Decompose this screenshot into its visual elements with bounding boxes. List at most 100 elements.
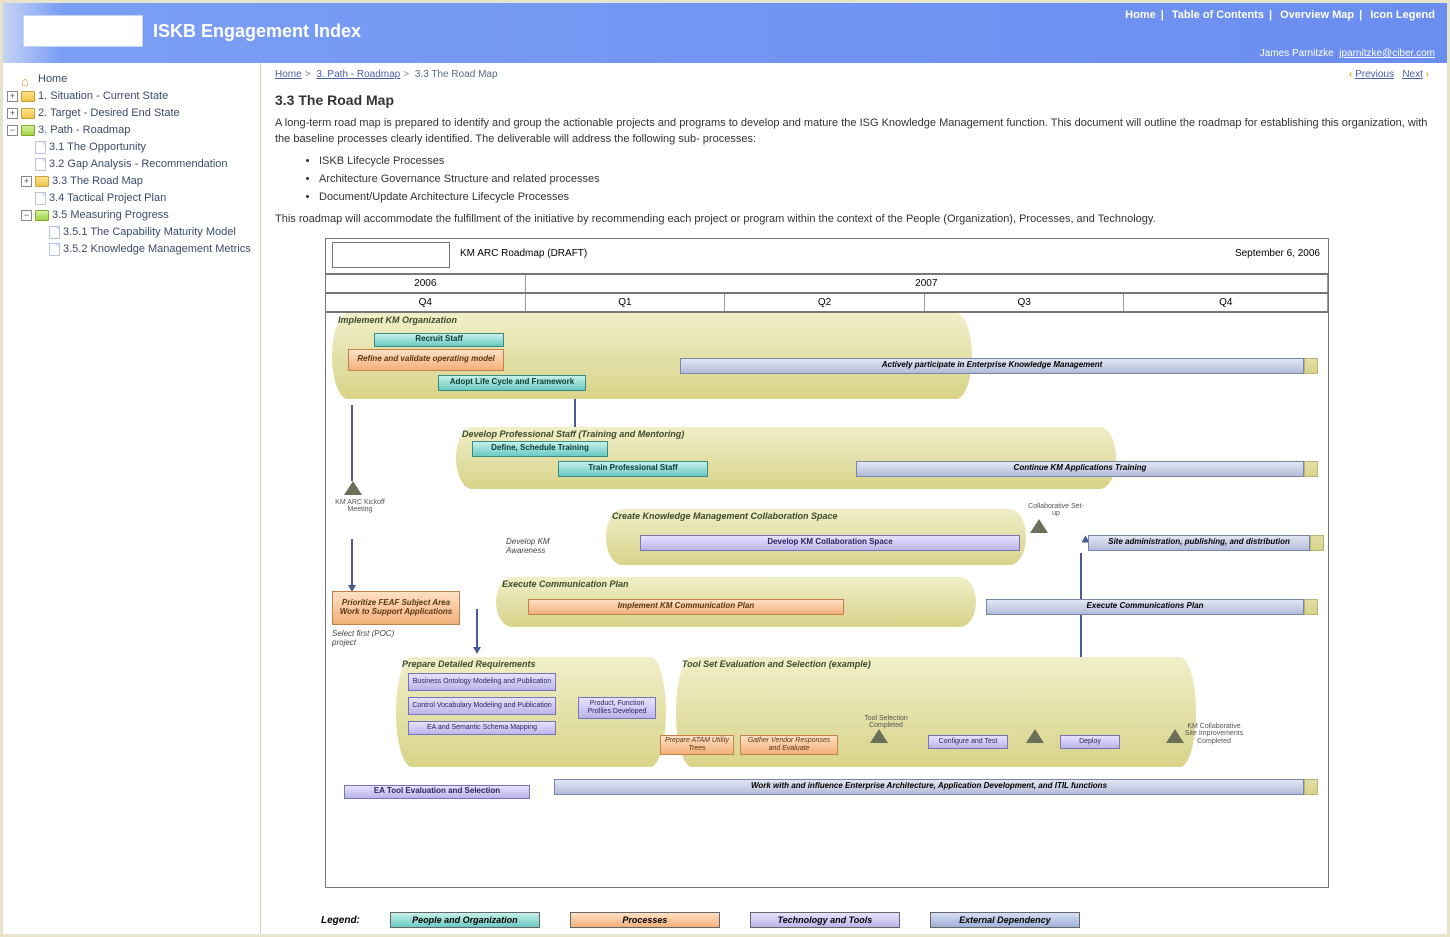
legend-chip-processes: Processes xyxy=(570,912,720,928)
swimlane-title: Execute Communication Plan xyxy=(502,579,629,589)
swimlane-title: Tool Set Evaluation and Selection (examp… xyxy=(682,659,871,669)
breadcrumb: Home> 3. Path - Roadmap> 3.3 The Road Ma… xyxy=(275,69,1433,80)
roadmap-task: Execute Communications Plan xyxy=(986,599,1304,615)
tree-node-3-4[interactable]: 3.4 Tactical Project Plan xyxy=(21,190,256,207)
figure-logo-box xyxy=(332,242,450,268)
year-cell: 2007 xyxy=(526,275,1328,292)
legend-chip-external: External Dependency xyxy=(930,912,1080,928)
folder-icon xyxy=(21,91,35,102)
chevron-left-icon: ‹ xyxy=(1349,69,1352,80)
ext-cap xyxy=(1304,358,1318,374)
swimlane-title: Prepare Detailed Requirements xyxy=(402,659,536,669)
collapse-icon[interactable]: − xyxy=(7,125,18,136)
roadmap-task: Prioritize FEAF Subject Area Work to Sup… xyxy=(332,591,460,625)
tree-node-3-5[interactable]: −3.5 Measuring Progress xyxy=(21,207,256,224)
figure-note: Select first (POC) project xyxy=(332,629,402,647)
roadmap-task: Implement KM Communication Plan xyxy=(528,599,844,615)
prev-link[interactable]: Previous xyxy=(1355,69,1394,80)
arrowhead-down-icon xyxy=(473,647,481,654)
topnav-icon-legend[interactable]: Icon Legend xyxy=(1370,9,1435,21)
crumb-home[interactable]: Home xyxy=(275,69,302,80)
crumb-current: 3.3 The Road Map xyxy=(415,69,498,80)
arrow xyxy=(351,405,353,481)
collapse-icon[interactable]: − xyxy=(21,210,32,221)
crumb-path[interactable]: 3. Path - Roadmap xyxy=(316,69,400,80)
page-icon xyxy=(35,192,46,205)
roadmap-task: Train Professional Staff xyxy=(558,461,708,477)
roadmap-task: Configure and Test xyxy=(928,735,1008,749)
ext-cap xyxy=(1310,535,1324,551)
expand-icon[interactable]: + xyxy=(7,91,18,102)
app-title: ISKB Engagement Index xyxy=(153,21,361,42)
ext-cap xyxy=(1304,779,1318,795)
figure-body: Ontology Dynamic Mediation Inference The… xyxy=(326,309,1328,847)
milestone-label: Collaborative Set-up xyxy=(1026,503,1086,518)
figure-date: September 6, 2006 xyxy=(1235,248,1320,259)
roadmap-task: Refine and validate operating model xyxy=(348,349,504,371)
tree-node-1[interactable]: +1. Situation - Current State xyxy=(7,88,256,105)
legend-chip-technology: Technology and Tools xyxy=(750,912,900,928)
swimlane-title: Implement KM Organization xyxy=(338,315,457,325)
tree-node-3-2[interactable]: 3.2 Gap Analysis - Recommendation xyxy=(21,156,256,173)
nav-tree: Home +1. Situation - Current State +2. T… xyxy=(3,63,261,934)
milestone-icon xyxy=(344,481,362,495)
para-2: This roadmap will accommodate the fulfil… xyxy=(275,212,1433,228)
expand-icon[interactable]: + xyxy=(7,108,18,119)
roadmap-task: Actively participate in Enterprise Knowl… xyxy=(680,358,1304,374)
roadmap-task: Continue KM Applications Training xyxy=(856,461,1304,477)
swimlane: Develop Professional Staff (Training and… xyxy=(456,427,1116,489)
prose-block: A long-term road map is prepared to iden… xyxy=(275,116,1433,228)
timeline-header: 20062007 Q4Q1Q2Q3Q4 xyxy=(326,273,1328,313)
page-icon xyxy=(49,226,60,239)
roadmap-task: EA Tool Evaluation and Selection xyxy=(344,785,530,799)
roadmap-task: Control Vocabulary Modeling and Publicat… xyxy=(408,697,556,715)
tree-node-3-5-2[interactable]: 3.5.2 Knowledge Management Metrics xyxy=(35,241,256,258)
page-icon xyxy=(35,158,46,171)
folder-open-icon xyxy=(21,125,35,136)
bullet-3: Document/Update Architecture Lifecycle P… xyxy=(319,190,1433,206)
figure-note: Develop KM Awareness xyxy=(506,537,576,555)
figure-title: KM ARC Roadmap (DRAFT) xyxy=(460,248,587,259)
topnav-home[interactable]: Home xyxy=(1125,9,1156,21)
roadmap-task: EA and Semantic Schema Mapping xyxy=(408,721,556,735)
milestone-icon xyxy=(1030,519,1048,533)
tree-home[interactable]: Home xyxy=(7,71,256,88)
roadmap-task: Product, Function Profiles Developed xyxy=(578,697,656,719)
pager: ‹ Previous Next › xyxy=(1349,69,1429,80)
roadmap-task: Work with and influence Enterprise Archi… xyxy=(554,779,1304,795)
folder-icon xyxy=(21,108,35,119)
roadmap-task: Deploy xyxy=(1060,735,1120,749)
page-title: 3.3 The Road Map xyxy=(275,92,1433,108)
para-1: A long-term road map is prepared to iden… xyxy=(275,116,1433,148)
user-line: James Parnitzke jparnitzke@ciber.com xyxy=(1260,48,1435,59)
topnav-overview-map[interactable]: Overview Map xyxy=(1280,9,1354,21)
tree-node-3-1[interactable]: 3.1 The Opportunity xyxy=(21,139,256,156)
legend-label: Legend: xyxy=(321,915,360,926)
swimlane-title: Develop Professional Staff (Training and… xyxy=(462,429,684,439)
roadmap-task: Prepare ATAM Utility Trees xyxy=(660,735,734,755)
top-nav: Home| Table of Contents| Overview Map| I… xyxy=(1125,9,1435,21)
roadmap-figure: KM ARC Roadmap (DRAFT) September 6, 2006… xyxy=(325,238,1329,888)
milestone-label: KM Collaborative Site Improvements Compl… xyxy=(1184,723,1244,746)
tree-node-3-5-1[interactable]: 3.5.1 The Capability Maturity Model xyxy=(35,224,256,241)
user-email-link[interactable]: jparnitzke@ciber.com xyxy=(1339,48,1435,59)
legend-chip-people: People and Organization xyxy=(390,912,540,928)
milestone-icon xyxy=(870,729,888,743)
roadmap-task: Business Ontology Modeling and Publicati… xyxy=(408,673,556,691)
expand-icon[interactable]: + xyxy=(21,176,32,187)
page-icon xyxy=(35,141,46,154)
topnav-toc[interactable]: Table of Contents xyxy=(1172,9,1264,21)
year-cell: 2006 xyxy=(326,275,526,292)
roadmap-task: Define, Schedule Training xyxy=(472,441,608,457)
chevron-right-icon: › xyxy=(1426,69,1429,80)
roadmap-task: Recruit Staff xyxy=(374,333,504,347)
next-link[interactable]: Next xyxy=(1402,69,1423,80)
content-area: Home> 3. Path - Roadmap> 3.3 The Road Ma… xyxy=(261,63,1447,934)
tree-node-2[interactable]: +2. Target - Desired End State xyxy=(7,105,256,122)
app-logo xyxy=(23,15,143,47)
app-banner: ISKB Engagement Index Home| Table of Con… xyxy=(3,3,1447,63)
bullet-1: ISKB Lifecycle Processes xyxy=(319,154,1433,170)
arrow xyxy=(476,609,478,649)
tree-node-3-3[interactable]: +3.3 The Road Map xyxy=(21,173,256,190)
tree-node-3[interactable]: −3. Path - Roadmap xyxy=(7,122,256,139)
